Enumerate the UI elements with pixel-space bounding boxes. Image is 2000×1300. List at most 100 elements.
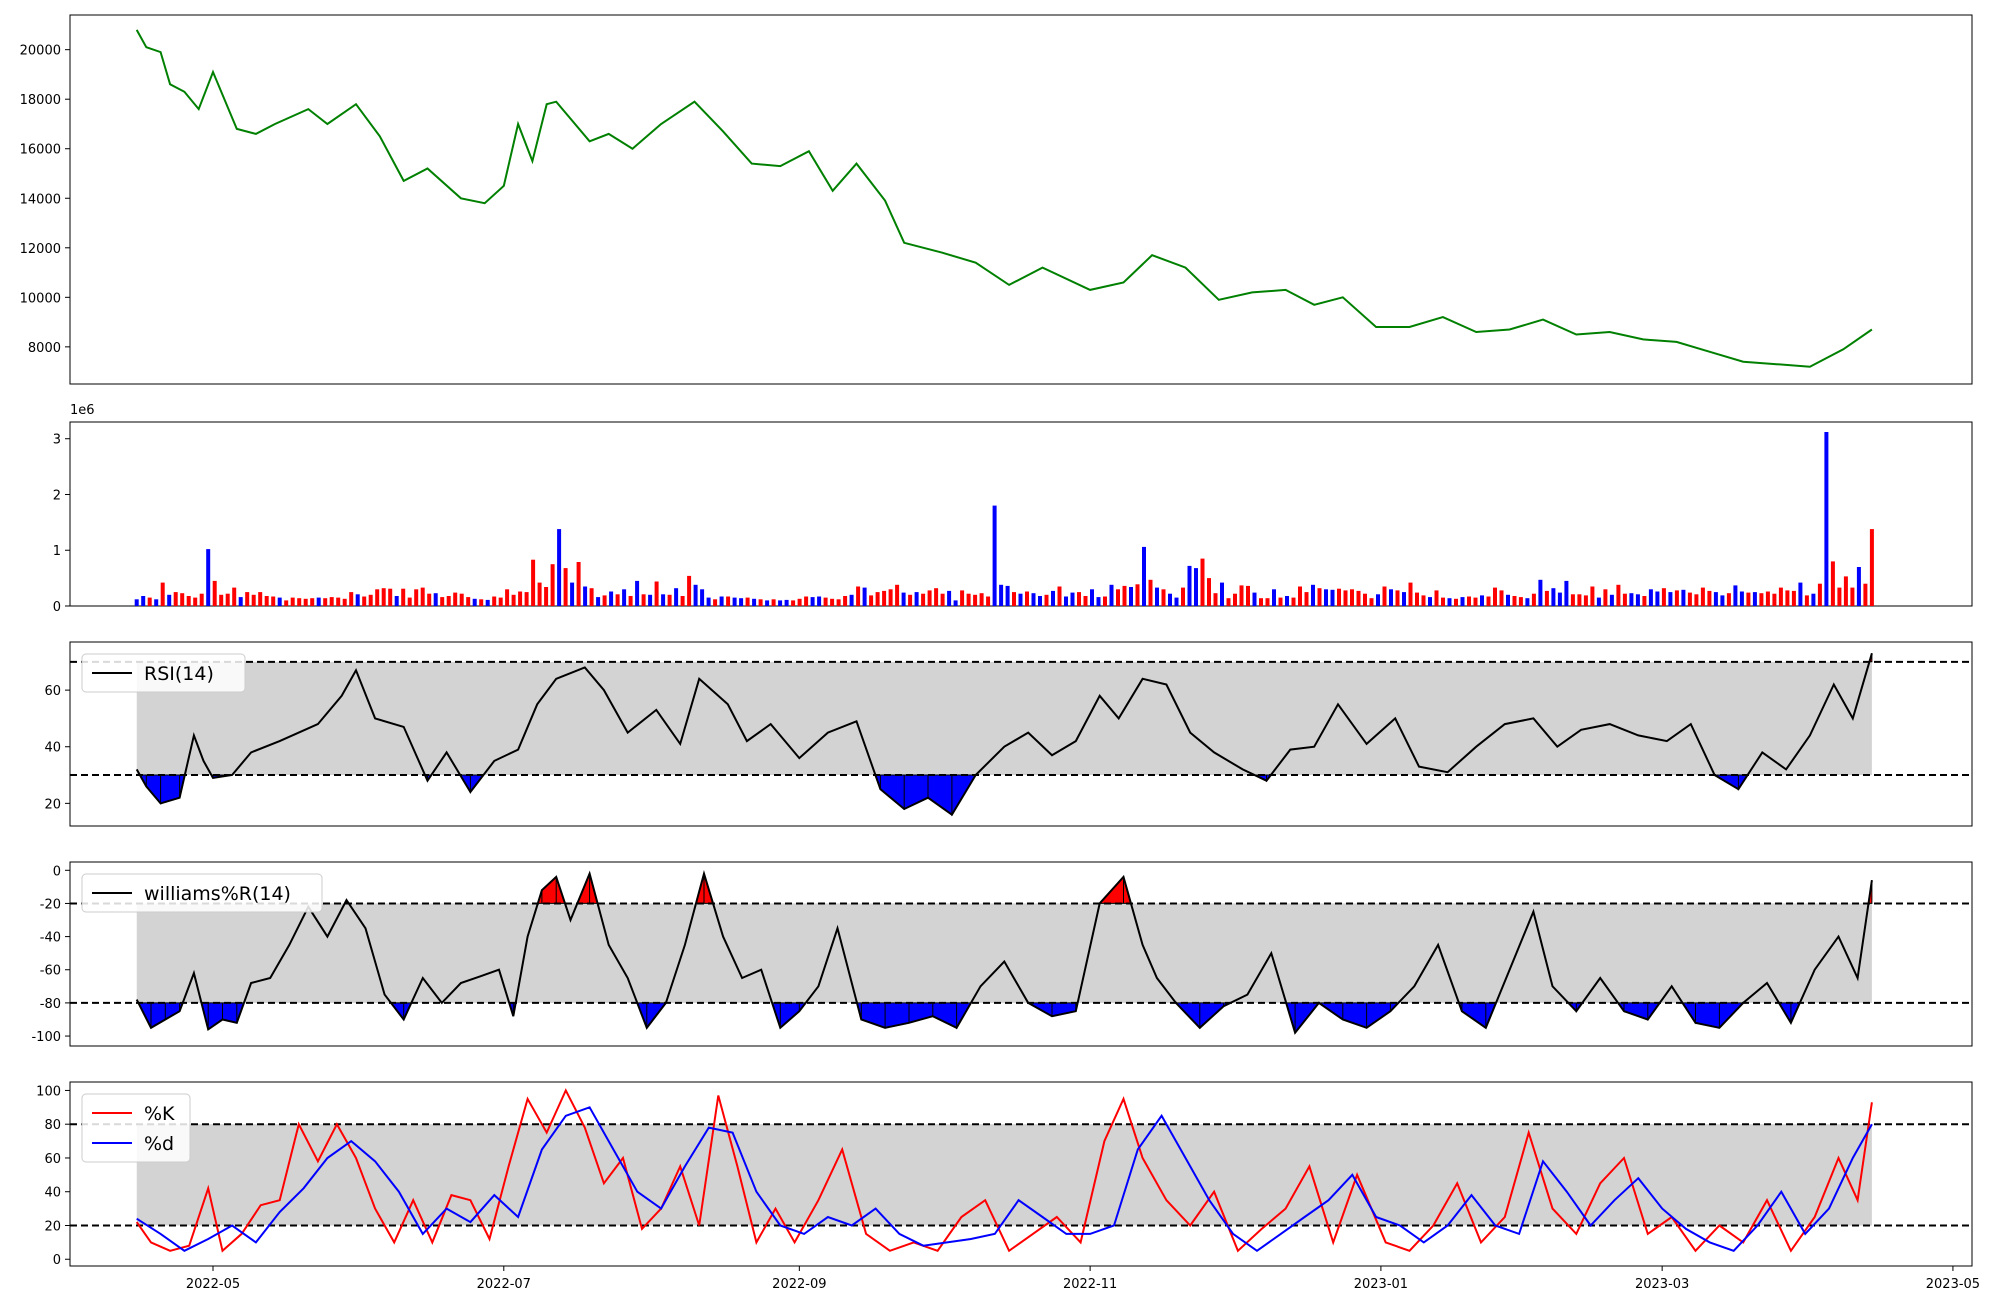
rsi-band	[136, 661, 1872, 776]
volume-bar	[1064, 596, 1068, 606]
volume-bar	[342, 598, 347, 606]
rsi-line	[135, 653, 1873, 817]
volume-bar	[1246, 585, 1250, 606]
volume-bar	[693, 584, 698, 606]
volume-bar	[882, 590, 887, 606]
volume-bar	[791, 600, 796, 606]
volume-bar	[362, 596, 367, 606]
stochastic-ytick-label: 40	[44, 1186, 61, 1201]
volume-bar	[466, 597, 471, 606]
volume-bar	[1596, 597, 1601, 606]
date-xtick-label: 2022-09	[772, 1277, 826, 1292]
volume-bar	[778, 600, 783, 606]
volume-bar	[336, 597, 341, 606]
volume-bar	[583, 586, 588, 606]
volume-bar	[1077, 592, 1081, 606]
volume-bar	[1713, 592, 1718, 606]
volume-bar	[1843, 576, 1848, 606]
volume-bar	[1038, 596, 1042, 606]
volume-bar	[1798, 582, 1803, 606]
volume-bar	[1733, 585, 1738, 606]
date-xtick-label: 2022-07	[477, 1277, 531, 1292]
volume-bar	[511, 594, 516, 606]
volume-bar	[1051, 590, 1055, 606]
volume-bar	[427, 593, 432, 606]
volume-bar	[1285, 596, 1289, 606]
volume-bar	[1486, 596, 1491, 606]
volume-bar	[1642, 596, 1647, 606]
williams-overbought-fill	[343, 873, 1873, 904]
volume-bar	[212, 580, 217, 606]
volume-bar	[1343, 590, 1348, 606]
volume-bar	[1551, 588, 1556, 606]
volume-bar	[1622, 593, 1627, 606]
volume-bar	[446, 596, 451, 606]
volume-bar	[414, 589, 419, 606]
volume-bar	[440, 597, 445, 606]
volume-bar	[1148, 579, 1153, 606]
rsi-panel-frame	[69, 641, 1973, 827]
stochastic-panel-frame	[69, 1081, 1973, 1267]
volume-bar	[290, 597, 295, 606]
volume-bar	[1168, 593, 1172, 606]
volume-bar	[810, 597, 815, 606]
price-panel-frame	[69, 14, 1973, 385]
volume-bar	[316, 597, 321, 606]
volume-bar	[1785, 590, 1790, 606]
volume-bar	[375, 589, 380, 606]
stochastic-ytick-label: 80	[44, 1118, 61, 1133]
williams-panel-frame	[69, 861, 1973, 1047]
volume-bar	[1272, 589, 1276, 606]
volume-bar	[1161, 589, 1166, 606]
rsi-legend-box	[81, 653, 246, 693]
rsi-ytick-label: 60	[44, 684, 61, 699]
williams-band	[136, 903, 1872, 1003]
volume-bar	[349, 592, 354, 606]
volume-bar	[667, 594, 672, 606]
volume-bar	[1447, 598, 1452, 606]
volume-panel-frame	[69, 421, 1973, 607]
volume-bar	[537, 582, 542, 606]
volume-bar	[908, 594, 913, 606]
volume-bar	[635, 580, 640, 606]
volume-bar	[1096, 597, 1101, 606]
volume-bar	[1330, 589, 1335, 606]
price-line	[135, 29, 1873, 368]
price-ytick-label: 8000	[28, 341, 61, 356]
volume-bar	[1817, 583, 1822, 606]
volume-bar	[1207, 578, 1211, 606]
volume-bar	[1213, 593, 1218, 606]
volume-bar	[368, 594, 373, 606]
volume-bar	[355, 594, 360, 606]
volume-bar	[1694, 594, 1699, 606]
volume-bar	[622, 589, 627, 606]
volume-bar	[804, 596, 809, 606]
volume-bar	[1473, 597, 1478, 606]
volume-bar	[1577, 594, 1582, 606]
volume-bar	[849, 594, 854, 606]
volume-bar	[1142, 546, 1146, 606]
volume-bar	[1116, 589, 1120, 606]
williams-ytick-label: -100	[31, 1030, 61, 1045]
volume-bar	[1499, 590, 1504, 606]
williams-legend-label: williams%R(14)	[144, 883, 291, 905]
volume-bar	[739, 598, 744, 606]
volume-bar	[1454, 598, 1458, 606]
volume-bar	[1181, 587, 1185, 606]
volume-bar	[1265, 598, 1270, 606]
volume-bar	[1233, 593, 1237, 606]
volume-bar	[453, 592, 458, 606]
volume-bar	[1863, 583, 1868, 606]
volume-bar	[498, 597, 503, 606]
volume-bar	[1363, 593, 1367, 606]
volume-bar	[589, 588, 594, 606]
volume-bar	[1603, 589, 1608, 606]
volume-bar	[1031, 593, 1036, 606]
volume-bar	[1707, 590, 1712, 606]
price-ytick-label: 20000	[20, 44, 61, 59]
volume-bar	[1791, 590, 1796, 606]
volume-bar	[381, 588, 386, 606]
volume-bar	[271, 596, 276, 606]
volume-bar	[940, 593, 945, 606]
